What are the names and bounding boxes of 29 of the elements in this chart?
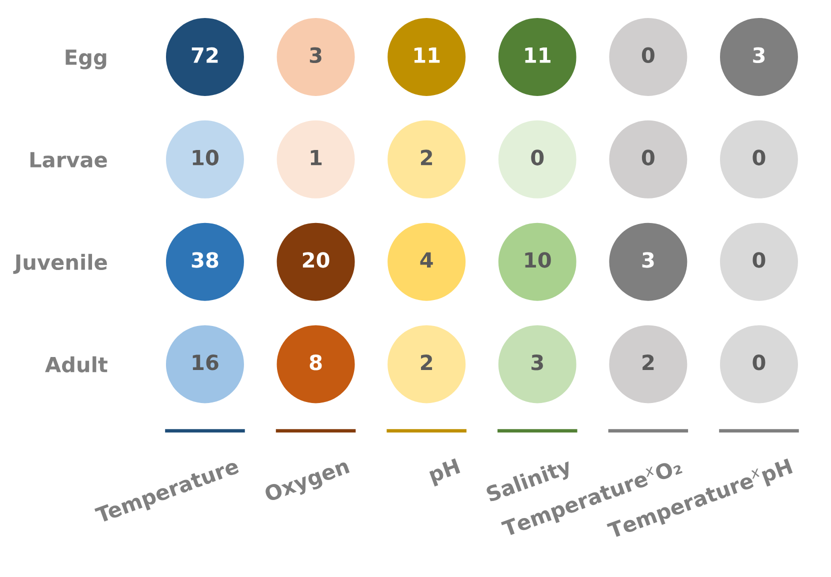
data-label: 8 <box>310 354 322 370</box>
data-label: 0 <box>752 150 766 166</box>
data-label: 10 <box>525 252 551 268</box>
x-tick-label: pH <box>428 458 462 487</box>
data-label: 2 <box>420 354 432 370</box>
y-tick-label: Juvenile <box>13 254 107 274</box>
data-label: 0 <box>642 150 654 166</box>
data-label: 4 <box>420 252 433 268</box>
y-tick-label: Egg <box>66 50 106 70</box>
y-tick-label: Adult <box>45 356 108 372</box>
data-label: 0 <box>752 252 766 268</box>
data-label: 11 <box>414 48 440 63</box>
data-label: 0 <box>642 47 654 64</box>
data-label: 38 <box>192 252 218 268</box>
data-label: 3 <box>642 252 654 268</box>
data-label: 3 <box>753 47 765 64</box>
data-label: 0 <box>531 150 544 166</box>
data-label: 16 <box>192 354 218 370</box>
data-label: 10 <box>192 150 218 166</box>
data-label: 0 <box>752 354 766 370</box>
data-label: 20 <box>302 252 330 268</box>
data-label: 11 <box>525 48 550 63</box>
data-label: 3 <box>532 354 543 370</box>
data-label: 1 <box>310 150 322 166</box>
data-label: 72 <box>192 47 218 63</box>
data-label: 3 <box>310 47 322 64</box>
y-tick-label: Larvae <box>30 152 107 168</box>
data-label: 2 <box>642 354 654 370</box>
data-label: 2 <box>420 150 432 166</box>
